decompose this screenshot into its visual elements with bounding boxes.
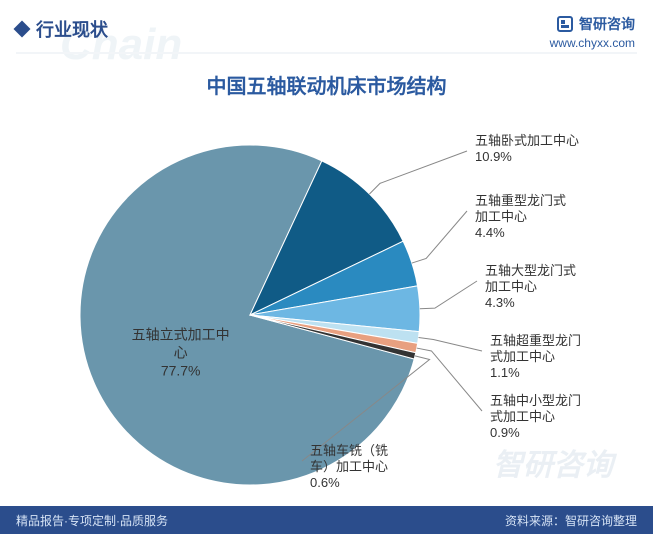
pie-leader-label: 五轴中小型龙门	[490, 393, 581, 408]
brand-url: www.chyxx.com	[550, 36, 635, 50]
pie-inside-pct: 77.7%	[161, 362, 201, 378]
pie-leader-label: 五轴超重型龙门	[490, 333, 581, 348]
leader-line	[419, 338, 482, 351]
leader-line	[417, 348, 482, 411]
pie-leader-label: 4.3%	[485, 295, 515, 310]
header-rule	[16, 52, 637, 54]
footer-left: 精品报告·专项定制·品质服务	[16, 512, 168, 529]
pie-leader-label: 五轴卧式加工中心	[475, 133, 579, 148]
footer-bar: 精品报告·专项定制·品质服务 资料来源：智研咨询整理	[0, 506, 653, 534]
pie-leader-label: 加工中心	[475, 209, 527, 224]
pie-leader-label: 加工中心	[485, 279, 537, 294]
section-header: 行业现状	[16, 16, 108, 42]
brand-block: 智研咨询 www.chyxx.com	[550, 14, 635, 50]
leader-line	[412, 211, 467, 263]
pie-leader-label: 车）加工中心	[310, 459, 388, 474]
pie-leader-label: 五轴大型龙门式	[485, 263, 576, 278]
diamond-icon	[14, 21, 31, 38]
brand-row: 智研咨询	[550, 14, 635, 34]
leader-line	[369, 151, 467, 194]
pie-svg: 五轴立式加工中心77.7%五轴卧式加工中心10.9%五轴重型龙门式加工中心4.4…	[0, 90, 653, 490]
footer-right: 资料来源：智研咨询整理	[505, 512, 637, 529]
pie-leader-label: 0.9%	[490, 425, 520, 440]
pie-leader-label: 4.4%	[475, 225, 505, 240]
page-root: Chain 智研咨询 行业现状 智研咨询 www.chyxx.com 中国五轴联…	[0, 0, 653, 534]
pie-leader-label: 0.6%	[310, 475, 340, 490]
pie-leader-label: 10.9%	[475, 149, 512, 164]
pie-leader-label: 1.1%	[490, 365, 520, 380]
pie-chart: 五轴立式加工中心77.7%五轴卧式加工中心10.9%五轴重型龙门式加工中心4.4…	[0, 90, 653, 490]
brand-name: 智研咨询	[579, 14, 635, 34]
leader-line	[420, 281, 477, 309]
pie-inside-label: 心	[174, 344, 188, 360]
pie-leader-label: 五轴重型龙门式	[475, 193, 566, 208]
brand-logo-icon	[557, 16, 573, 32]
pie-leader-label: 式加工中心	[490, 349, 555, 364]
pie-inside-label: 五轴立式加工中	[132, 326, 230, 342]
pie-leader-label: 五轴车铣（铣	[310, 443, 388, 458]
section-title: 行业现状	[36, 16, 108, 42]
pie-leader-label: 式加工中心	[490, 409, 555, 424]
